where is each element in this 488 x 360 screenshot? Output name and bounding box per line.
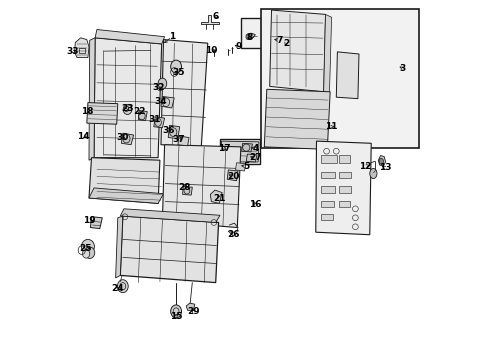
Text: 15: 15 [169, 312, 182, 321]
Polygon shape [227, 170, 238, 181]
Polygon shape [75, 38, 89, 58]
Polygon shape [247, 33, 255, 39]
Text: 11: 11 [325, 122, 337, 131]
Text: 23: 23 [121, 104, 134, 113]
Ellipse shape [123, 104, 132, 114]
Text: 18: 18 [81, 107, 93, 116]
Polygon shape [161, 96, 174, 108]
Polygon shape [115, 216, 122, 278]
Ellipse shape [378, 158, 383, 164]
Polygon shape [89, 38, 95, 160]
Text: 13: 13 [378, 163, 390, 172]
Ellipse shape [245, 34, 250, 40]
Text: 5: 5 [243, 162, 249, 171]
Polygon shape [269, 10, 325, 92]
Ellipse shape [82, 249, 89, 258]
Polygon shape [138, 111, 147, 121]
Text: 36: 36 [162, 126, 174, 135]
Polygon shape [221, 141, 258, 162]
Text: 8: 8 [246, 33, 252, 42]
Ellipse shape [170, 60, 181, 73]
Text: 33: 33 [66, 47, 79, 56]
Bar [320, 214, 333, 220]
Text: 28: 28 [178, 183, 190, 192]
Ellipse shape [369, 168, 376, 179]
Polygon shape [90, 217, 102, 229]
Bar [260, 9, 418, 148]
Polygon shape [168, 125, 179, 139]
Text: 12: 12 [359, 162, 371, 171]
Text: 16: 16 [248, 200, 261, 209]
Text: 2: 2 [282, 39, 288, 48]
Polygon shape [336, 52, 358, 99]
Text: 4: 4 [252, 144, 258, 153]
Polygon shape [210, 190, 222, 203]
Polygon shape [315, 141, 370, 235]
Text: 26: 26 [227, 230, 240, 239]
Bar [320, 186, 335, 193]
Polygon shape [94, 38, 162, 158]
Polygon shape [182, 186, 192, 195]
Polygon shape [200, 15, 218, 24]
Polygon shape [241, 143, 252, 152]
Polygon shape [161, 40, 207, 147]
Text: 10: 10 [204, 46, 217, 55]
Text: 25: 25 [79, 244, 91, 253]
Text: 21: 21 [213, 194, 225, 202]
Text: 27: 27 [248, 153, 261, 162]
Polygon shape [120, 216, 218, 283]
Text: 31: 31 [148, 115, 161, 124]
Polygon shape [323, 14, 331, 94]
Bar [338, 155, 349, 163]
Text: 17: 17 [217, 144, 230, 153]
Bar [320, 172, 335, 178]
Bar [220, 139, 260, 164]
Bar [320, 201, 334, 207]
Bar [79, 48, 85, 53]
Text: 19: 19 [82, 216, 95, 225]
Polygon shape [89, 158, 160, 203]
Text: 35: 35 [172, 68, 185, 77]
Text: 1: 1 [168, 32, 175, 41]
Ellipse shape [81, 239, 94, 254]
Polygon shape [121, 133, 133, 145]
Ellipse shape [158, 78, 166, 89]
Polygon shape [162, 145, 241, 228]
Polygon shape [246, 154, 257, 162]
Ellipse shape [117, 280, 128, 293]
Text: 32: 32 [152, 83, 165, 92]
Polygon shape [264, 89, 329, 149]
Polygon shape [378, 156, 385, 166]
Polygon shape [89, 188, 163, 203]
Text: 6: 6 [212, 12, 218, 21]
Ellipse shape [170, 305, 181, 318]
Text: 14: 14 [77, 132, 90, 141]
Polygon shape [120, 209, 220, 222]
Text: 37: 37 [172, 135, 185, 144]
Polygon shape [153, 117, 164, 128]
Text: 30: 30 [116, 133, 128, 142]
Text: 9: 9 [235, 42, 241, 51]
Bar [338, 172, 351, 178]
Bar [338, 186, 351, 193]
Text: 34: 34 [154, 97, 167, 106]
Polygon shape [178, 136, 189, 146]
Text: 3: 3 [399, 64, 405, 73]
Text: 7: 7 [276, 36, 283, 45]
Text: 24: 24 [111, 284, 124, 293]
Bar [320, 155, 336, 163]
Bar [338, 201, 349, 207]
Text: 20: 20 [226, 172, 239, 181]
Ellipse shape [84, 247, 95, 258]
Polygon shape [87, 103, 118, 124]
Polygon shape [235, 163, 245, 171]
Polygon shape [186, 303, 194, 310]
Text: 29: 29 [187, 307, 199, 316]
Bar [241, 18, 282, 48]
Text: 22: 22 [133, 107, 145, 116]
Polygon shape [95, 30, 164, 44]
